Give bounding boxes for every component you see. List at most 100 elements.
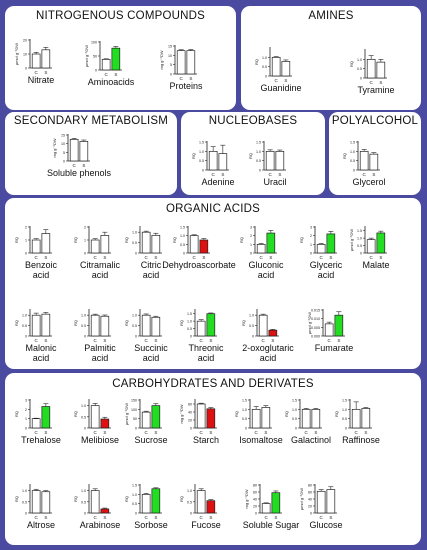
y-tick-label: 1.5 — [242, 399, 247, 403]
chart-title: Starch — [193, 435, 219, 445]
y-tick-label: 0.5 — [292, 417, 297, 421]
bar-c — [101, 59, 111, 71]
y-tick-label: 1.0 — [242, 408, 247, 412]
bar-s — [100, 315, 110, 337]
chart-title: Citric — [141, 260, 162, 270]
y-tick-label: 0.015 — [311, 309, 320, 313]
bar-c — [189, 235, 199, 254]
bar-s — [206, 313, 216, 337]
chart-title: acid — [33, 353, 50, 363]
category-label: C — [35, 255, 39, 260]
y-tick-label: 0.5 — [81, 500, 86, 504]
y-tick-label: 0 — [84, 427, 86, 431]
y-axis-label: μmol g⁻¹DW — [349, 229, 354, 251]
y-tick-label: 0.5 — [22, 500, 27, 504]
chart-title: Glycerol — [352, 177, 385, 187]
y-tick-label: 10 — [61, 142, 65, 146]
y-tick-label: 0.000 — [311, 335, 320, 339]
bar-s — [199, 239, 209, 254]
y-tick-label: 15 — [168, 45, 172, 49]
y-tick-label: 1.5 — [357, 229, 362, 233]
y-tick-label: 0 — [25, 427, 27, 431]
section-title-organic: ORGANIC ACIDS — [166, 203, 260, 215]
y-tick-label: 0.5 — [242, 417, 247, 421]
category-label: S — [154, 255, 157, 260]
y-tick-label: 20 — [23, 39, 27, 43]
category-label: S — [364, 430, 367, 435]
bar-c — [366, 58, 376, 79]
panel-organic-acids: ORGANIC ACIDS — [5, 198, 421, 369]
y-tick-label: 0.5 — [22, 324, 27, 328]
y-tick-label: 50 — [93, 55, 97, 59]
y-axis-label: RQ — [179, 496, 184, 502]
chart-title: Trehalose — [21, 435, 61, 445]
chart-title: Soluble phenols — [47, 168, 112, 178]
y-tick-label: 0.5 — [350, 159, 355, 163]
y-tick-label: 0 — [360, 252, 362, 256]
y-axis-label: RQ — [124, 320, 129, 326]
category-label: S — [264, 430, 267, 435]
bar-c — [265, 150, 275, 171]
y-tick-label: 0 — [345, 427, 347, 431]
chart-title: Sorbose — [134, 520, 168, 530]
panel-amines: AMINES — [241, 6, 421, 110]
y-tick-label: 5 — [63, 151, 65, 155]
y-axis-label: μmol g⁻¹DW — [84, 45, 89, 67]
y-axis-label: RQ — [334, 411, 339, 417]
y-tick-label: 1.0 — [357, 58, 362, 62]
y-axis-label: mg g⁻¹DW — [244, 489, 249, 508]
y-tick-label: 2 — [310, 234, 312, 238]
category-label: C — [200, 430, 204, 435]
chart-title: Malonic — [25, 343, 57, 353]
chart-title: Dehydroascorbate — [162, 260, 236, 270]
category-label: C — [255, 430, 259, 435]
y-tick-label: 20 — [253, 505, 257, 509]
y-tick-label: 2 — [25, 408, 27, 412]
bar-c — [359, 150, 369, 171]
y-axis-label: RQ — [14, 237, 19, 243]
bar-c — [31, 418, 41, 429]
y-tick-label: 1 — [25, 239, 27, 243]
bar-c — [251, 408, 261, 429]
bar-s — [100, 508, 110, 514]
section-title-amines: AMINES — [308, 10, 354, 22]
section-title-polyalcohol: POLYALCOHOL — [331, 115, 419, 127]
category-label: S — [209, 515, 212, 520]
chart-title: acid — [198, 353, 215, 363]
y-tick-label: 0 — [190, 427, 192, 431]
y-tick-label: 0 — [135, 335, 137, 339]
y-tick-label: 0.5 — [180, 243, 185, 247]
y-tick-label: 0 — [202, 169, 204, 173]
y-tick-label: 3 — [310, 226, 312, 230]
chart-title: Succinic — [134, 343, 168, 353]
chart-title: Guanidine — [260, 83, 301, 93]
chart-title: Benzoic — [25, 260, 58, 270]
y-tick-label: 0 — [25, 67, 27, 71]
y-tick-label: 0 — [135, 512, 137, 516]
y-tick-label: 50 — [133, 417, 137, 421]
category-label: C — [305, 430, 309, 435]
bar-s — [271, 492, 281, 514]
y-axis-label: RQ — [234, 411, 239, 417]
category-label: S — [114, 72, 117, 77]
chart-title: Proteins — [169, 81, 203, 91]
chart-title: acid — [143, 353, 160, 363]
category-label: C — [145, 255, 149, 260]
y-tick-label: 0.5 — [187, 500, 192, 504]
category-label: S — [209, 338, 212, 343]
y-tick-label: 0.5 — [342, 417, 347, 421]
bar-c — [141, 493, 151, 514]
y-axis-label: μmol g⁻¹DW — [14, 43, 19, 65]
category-label: C — [193, 255, 197, 260]
y-tick-label: 5 — [170, 63, 172, 67]
chart-title: acid — [258, 270, 275, 280]
